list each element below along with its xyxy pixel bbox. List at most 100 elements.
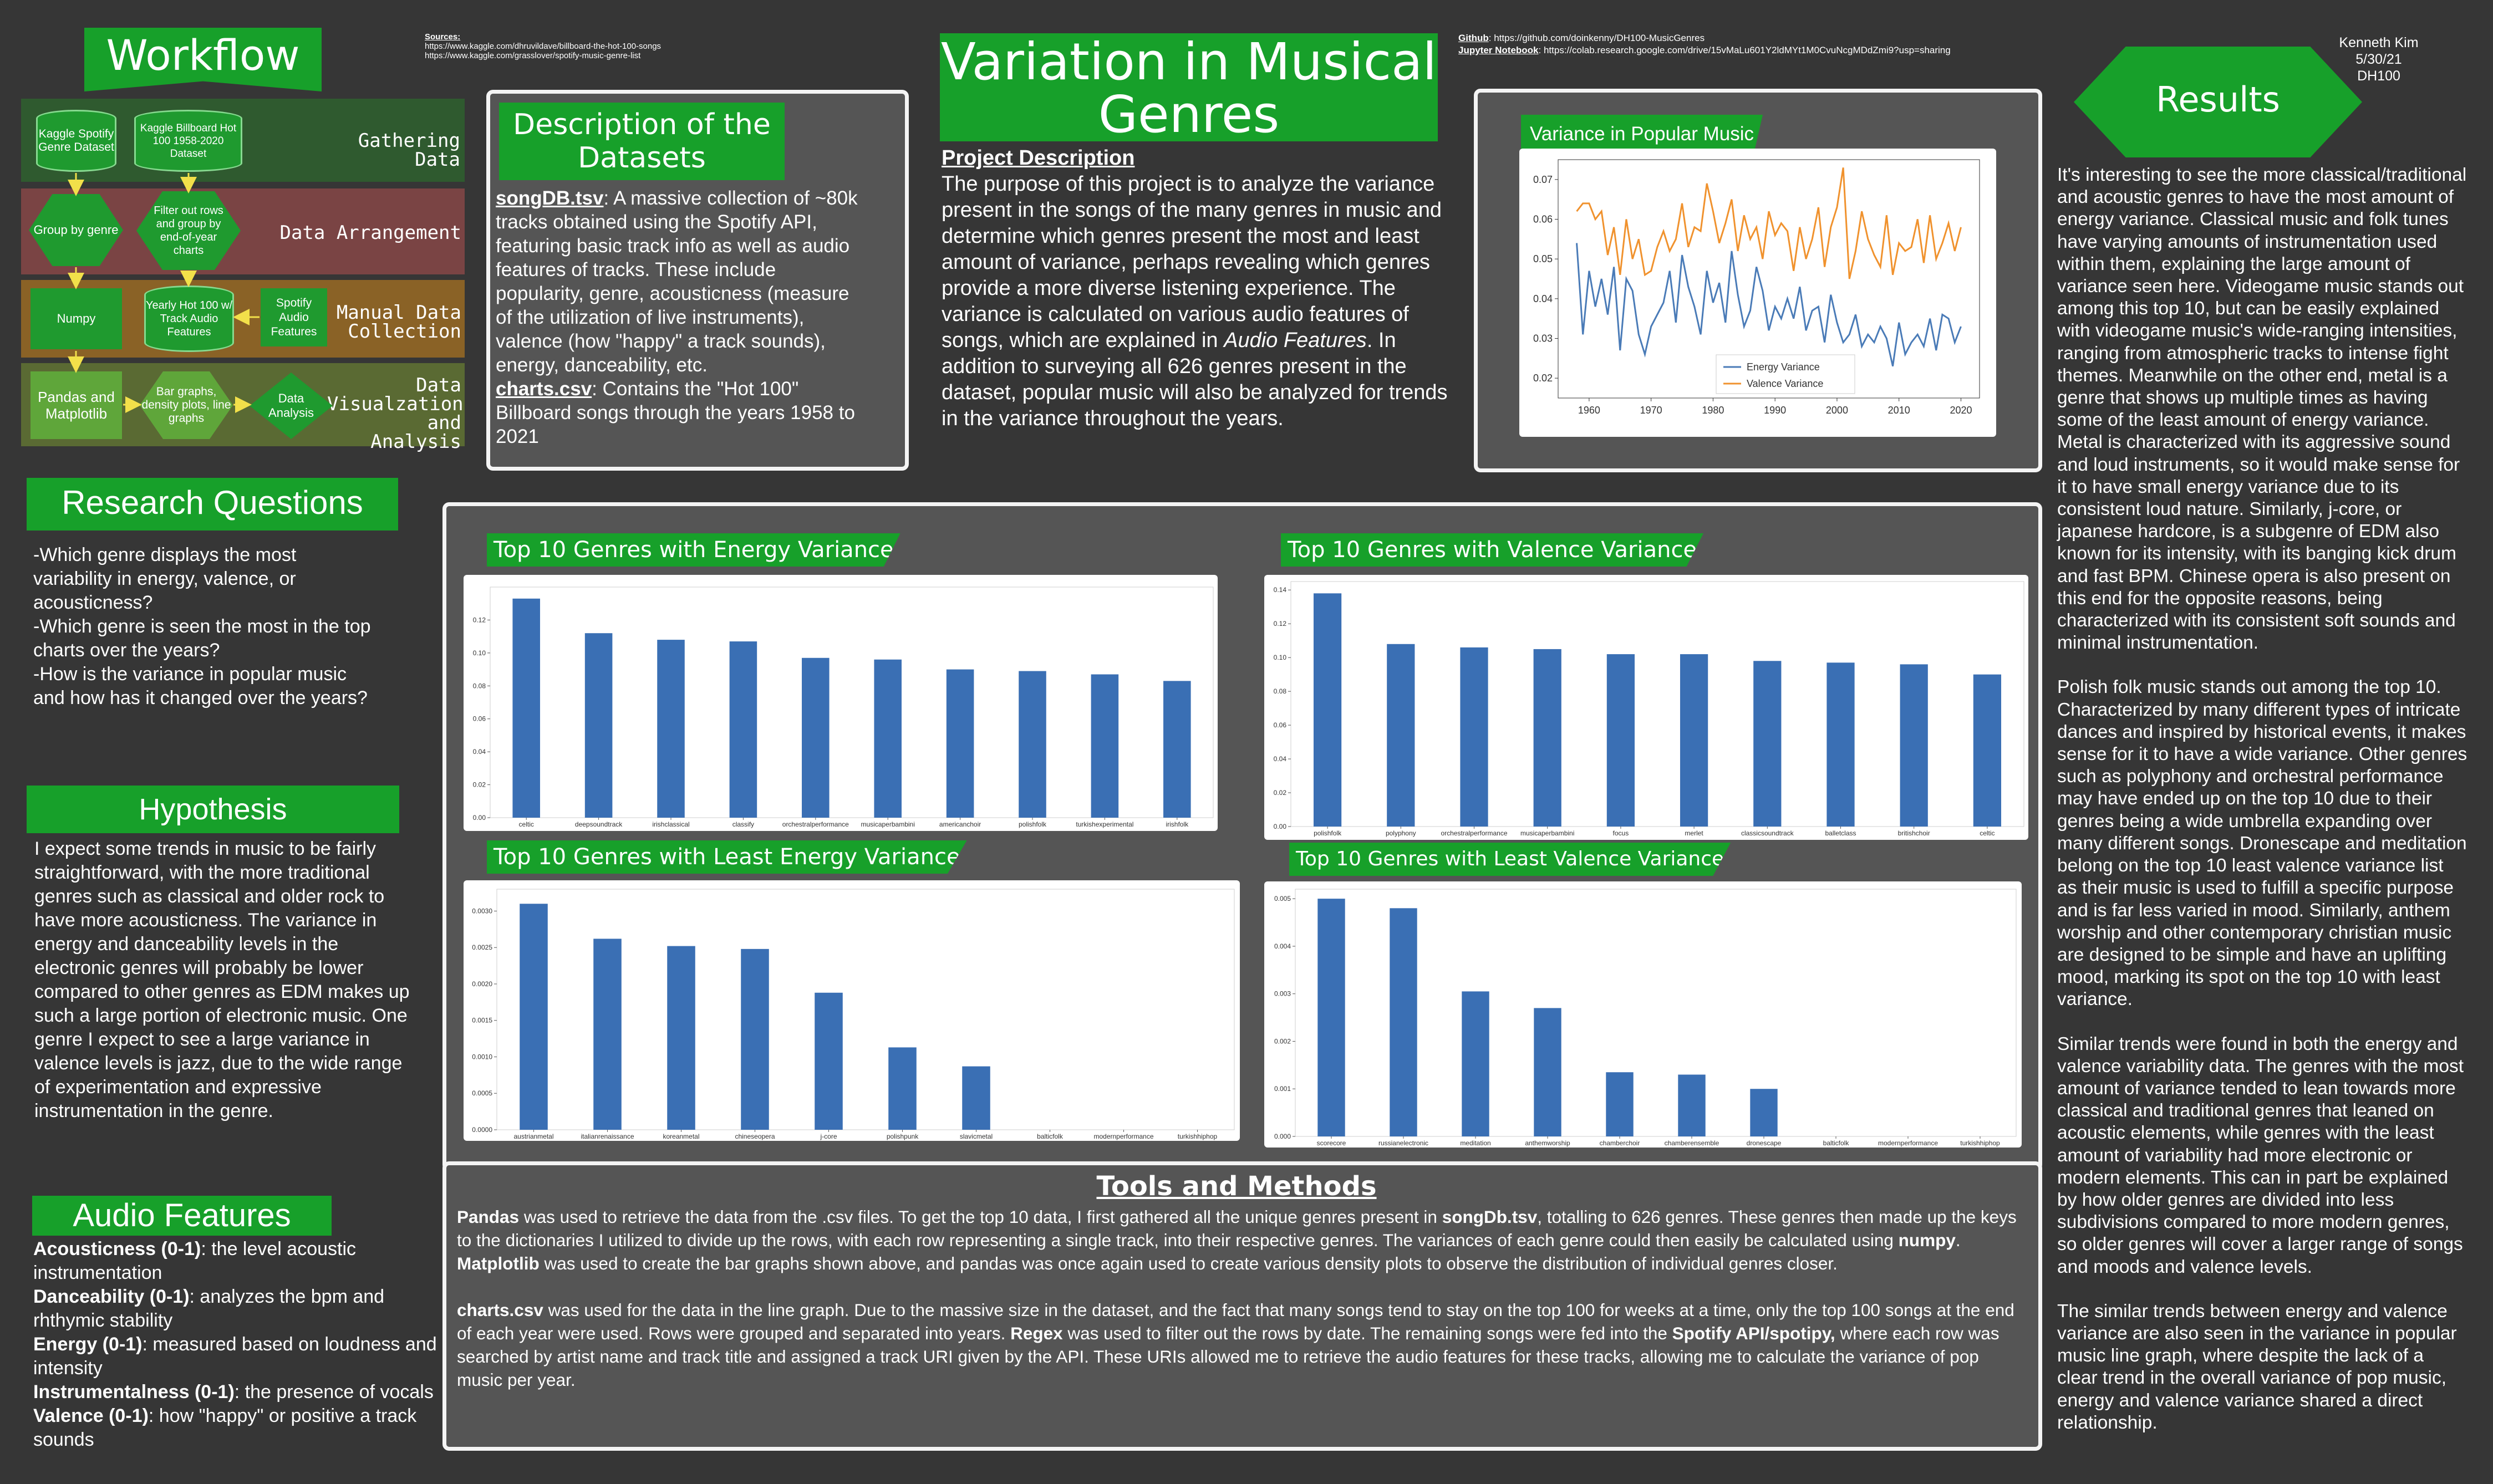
author-date: 5/30/21	[2355, 52, 2402, 67]
y-tick-label: 0.04	[1274, 755, 1287, 763]
bar-chart-least-energy-title: Top 10 Genres with Least Energy Variance	[487, 840, 967, 874]
audio-feature: Energy (0-1): measured based on loudness…	[33, 1334, 437, 1379]
x-tick-label: celtic	[1980, 829, 1995, 837]
legend-label: Valence Variance	[1747, 378, 1823, 389]
audio-feature: Danceability (0-1): analyzes the bpm and…	[33, 1286, 385, 1331]
audio-title: Audio Features	[32, 1196, 332, 1236]
bar	[593, 939, 622, 1130]
y-tick-label: 0.12	[473, 616, 486, 624]
x-tick-label: turkishhiphop	[1178, 1133, 1218, 1140]
bar	[512, 598, 540, 818]
bar	[729, 641, 757, 818]
results-paragraph: Polish folk music stands out among the t…	[2057, 677, 2467, 1010]
x-tick-label: italianrenaissance	[581, 1133, 634, 1140]
jupyter-label: Jupyter Notebook	[1458, 45, 1539, 55]
description-text: songDB.tsv: A massive collection of ~80k…	[496, 186, 862, 448]
x-tick-label: orchestralperformance	[1441, 829, 1507, 837]
github-link[interactable]: : https://github.com/doinkenny/DH100-Mus…	[1488, 33, 1705, 43]
audio-feature: Valence (0-1): how "happy" or positive a…	[33, 1405, 417, 1450]
bar	[1606, 654, 1635, 827]
bar	[1317, 899, 1345, 1136]
bar	[815, 992, 843, 1130]
bar	[741, 948, 769, 1130]
x-tick-label: 2020	[1950, 405, 1972, 416]
source-link[interactable]: https://www.kaggle.com/grasslover/spotif…	[425, 51, 641, 60]
bar	[1826, 662, 1855, 827]
charts-description: : Contains the "Hot 100" Billboard songs…	[496, 378, 855, 447]
x-tick-label: merlet	[1685, 829, 1703, 837]
workflow-arrows	[68, 173, 260, 413]
bar	[1163, 681, 1191, 818]
x-tick-label: polishfolk	[1019, 820, 1047, 828]
y-tick-label: 0.06	[1274, 721, 1287, 729]
bar	[584, 633, 613, 818]
legend-label: Energy Variance	[1747, 361, 1820, 373]
x-tick-label: orchestralperformance	[782, 820, 849, 828]
bar	[1091, 674, 1119, 818]
bar	[1680, 654, 1708, 827]
bar	[667, 946, 695, 1130]
node-pandas-matplotlib: Pandas and Matplotlib	[30, 371, 122, 439]
y-tick-label: 0.10	[473, 649, 486, 657]
bar	[1533, 649, 1561, 827]
tools-box	[442, 1161, 2042, 1451]
workflow-label-arrangement: Data Arrangement	[279, 222, 461, 244]
description-title: Description of the Datasets	[499, 103, 785, 180]
bar-chart-least-valence-title: Top 10 Genres with Least Valence Varianc…	[1289, 843, 1731, 876]
x-tick-label: musicaperbambini	[1520, 829, 1574, 837]
jupyter-link[interactable]: : https://colab.research.google.com/driv…	[1538, 45, 1951, 55]
bar	[520, 904, 548, 1130]
bar-chart-energy-title: Top 10 Genres with Energy Variance	[487, 533, 900, 567]
bar-chart-least-valence: 0.000 0.001 0.002 0.003 0.004 0.005 scorecore r…	[1264, 881, 2022, 1148]
x-tick-label: chamberchoir	[1600, 1139, 1640, 1147]
y-tick-label: 0.002	[1274, 1037, 1291, 1045]
author-course: DH100	[2357, 68, 2400, 84]
x-tick-label: polishpunk	[887, 1133, 919, 1140]
x-tick-label: irishclassical	[652, 820, 689, 828]
y-tick-label: 0.04	[1533, 293, 1553, 304]
results-paragraph: The similar trends between energy and va…	[2057, 1301, 2457, 1433]
x-tick-label: classify	[732, 820, 754, 828]
audio-feature: Acousticness (0-1): the level acoustic i…	[33, 1238, 357, 1283]
y-tick-label: 0.000	[1274, 1133, 1291, 1140]
x-tick-label: 2000	[1826, 405, 1848, 416]
x-tick-label: chineseopera	[735, 1133, 775, 1140]
bar	[1019, 671, 1046, 818]
x-tick-label: 1960	[1578, 405, 1600, 416]
x-tick-label: scorecore	[1317, 1139, 1346, 1147]
bar	[1462, 991, 1489, 1136]
workflow-label-gathering: Gathering Data	[358, 130, 460, 171]
x-tick-label: meditation	[1460, 1139, 1490, 1147]
x-tick-label: classicsoundtrack	[1741, 829, 1794, 837]
sources-label: Sources:	[425, 32, 461, 42]
results-paragraph: Similar trends were found in both the en…	[2057, 1033, 2464, 1277]
bar	[1387, 644, 1415, 827]
y-tick-label: 0.0000	[472, 1126, 492, 1134]
y-tick-label: 0.05	[1533, 253, 1553, 264]
plot-frame	[1290, 581, 2024, 827]
bar	[1313, 593, 1342, 827]
hypothesis-text: I expect some trends in music to be fair…	[34, 838, 410, 1121]
tools-paragraph-pandas: Pandas was used to retrieve the data fro…	[457, 1207, 2017, 1273]
bar	[802, 657, 830, 818]
results-title: Results	[2156, 79, 2280, 120]
project-description: Project Description The purpose of this …	[942, 145, 1460, 432]
bar	[657, 640, 685, 818]
y-tick-label: 0.00	[1274, 823, 1287, 830]
workflow-label-manual: Manual Data Collection	[336, 302, 461, 343]
file-charts: charts.csv	[496, 378, 592, 400]
bar-chart-valence: 0.00 0.02 0.04 0.06 0.08 0.10 0.12 0.14 polishfo…	[1264, 575, 2028, 840]
x-tick-label: turkishhiphop	[1960, 1139, 2000, 1147]
y-tick-label: 0.06	[473, 715, 486, 723]
legend-box	[1716, 354, 1855, 394]
source-link[interactable]: https://www.kaggle.com/dhruvildave/billb…	[425, 42, 662, 51]
audio-feature: Instrumentalness (0-1): the presence of …	[33, 1381, 434, 1403]
project-text: The purpose of this project is to analyz…	[942, 172, 1448, 430]
legend: Energy Variance Valence Variance	[1716, 354, 1855, 394]
y-tick-label: 0.02	[1533, 373, 1553, 384]
y-tick-label: 0.04	[473, 748, 486, 756]
node-numpy: Numpy	[30, 288, 122, 349]
songdb-description: : A massive collection of ~80k tracks ob…	[496, 187, 858, 376]
node-kaggle-billboard: Kaggle Billboard Hot 100 1958-2020 Datas…	[134, 110, 242, 172]
node-spotify-audio: Spotify Audio Features	[261, 288, 327, 346]
